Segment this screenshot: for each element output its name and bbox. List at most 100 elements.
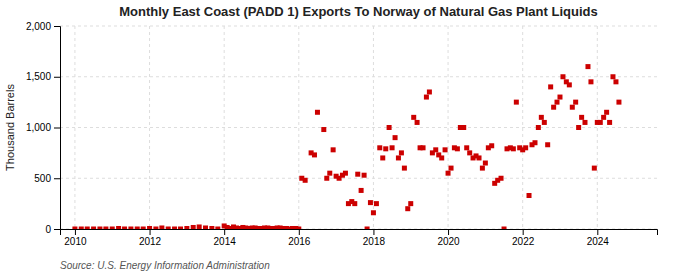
point [449,166,454,171]
x-tick-label: 2022 [512,236,535,247]
point [135,227,140,230]
chart: 2010 2012 2014 2016 2018 2020 2022 2024 0 500 1,00… [0,0,675,275]
point [387,125,392,130]
x-tick-mark [299,229,300,235]
y-tick: 0 [45,224,60,235]
point [359,188,364,193]
point [570,105,575,110]
point [527,193,532,198]
source: Source: U.S. Energy Information Administ… [60,260,270,271]
x-tick-label: 2016 [288,236,311,247]
y-tick-mark [54,26,60,27]
point [604,110,609,115]
y-tick-label: 2,000 [26,21,51,32]
point [502,227,507,230]
point [601,115,606,120]
point [548,84,553,89]
point [439,155,444,160]
x-tick-mark [448,229,449,235]
point [402,166,407,171]
x-tick-label: 2014 [214,236,237,247]
point [116,226,121,229]
y-tick-mark [54,229,60,230]
point [585,64,590,69]
x-tick-mark [597,229,598,235]
point [191,225,196,229]
point [523,145,528,150]
x-tick: 2016 [288,229,311,247]
point [532,140,537,145]
point [296,227,301,230]
point [560,74,565,79]
point [567,82,572,87]
point [153,227,158,230]
x-axis: 2010 2012 2014 2016 2018 2020 2022 2024 [61,229,658,247]
x-tick-label: 2020 [437,236,460,247]
point [588,79,593,84]
x-grid-line [522,26,523,229]
x-tick-label: 2018 [363,236,386,247]
point [405,206,410,211]
point [489,143,494,148]
point [377,145,382,150]
point [343,171,348,176]
point [433,147,438,152]
y-tick: 1,000 [26,122,60,133]
point [511,146,516,151]
point [203,225,208,229]
point [396,155,401,160]
point [467,150,472,155]
x-tick: 2022 [512,229,535,247]
point [147,226,152,229]
point [97,227,102,230]
point [128,227,133,230]
point [455,146,460,151]
point [380,155,385,160]
points [72,64,621,229]
point [368,200,373,205]
x-tick: 2010 [64,229,87,247]
point [393,135,398,140]
point [557,95,562,100]
point [312,152,317,157]
x-tick-mark [224,229,225,235]
x-tick: 2020 [437,229,460,247]
x-grid-line [149,26,150,229]
point [72,227,77,230]
point [352,201,357,206]
x-tick-mark [373,229,374,235]
point [514,100,519,105]
x-tick: 2014 [214,229,237,247]
x-tick-label: 2010 [64,236,87,247]
x-tick-mark [75,229,76,235]
point [159,225,164,229]
point [371,210,376,215]
point [480,166,485,171]
point [315,110,320,115]
point [551,105,556,110]
point [324,176,329,181]
point [616,100,621,105]
point [411,115,416,120]
point [539,115,544,120]
point [598,120,603,125]
point [321,127,326,132]
x-tick-mark [150,229,151,235]
y-tick-label: 0 [45,224,51,235]
x-tick: 2024 [587,229,610,247]
y-tick-mark [54,178,60,179]
y-tick-mark [54,77,60,78]
point [579,115,584,120]
x-grid-line [448,26,449,229]
point [215,227,220,230]
point [103,227,108,230]
y-tick-label: 500 [34,173,51,184]
point [79,227,84,230]
x-tick: 2012 [139,229,162,247]
point [166,227,171,230]
x-axis-line [61,230,658,236]
y-tick: 500 [34,173,60,184]
point [499,176,504,181]
point [178,227,183,230]
x-grid-line [74,26,75,229]
